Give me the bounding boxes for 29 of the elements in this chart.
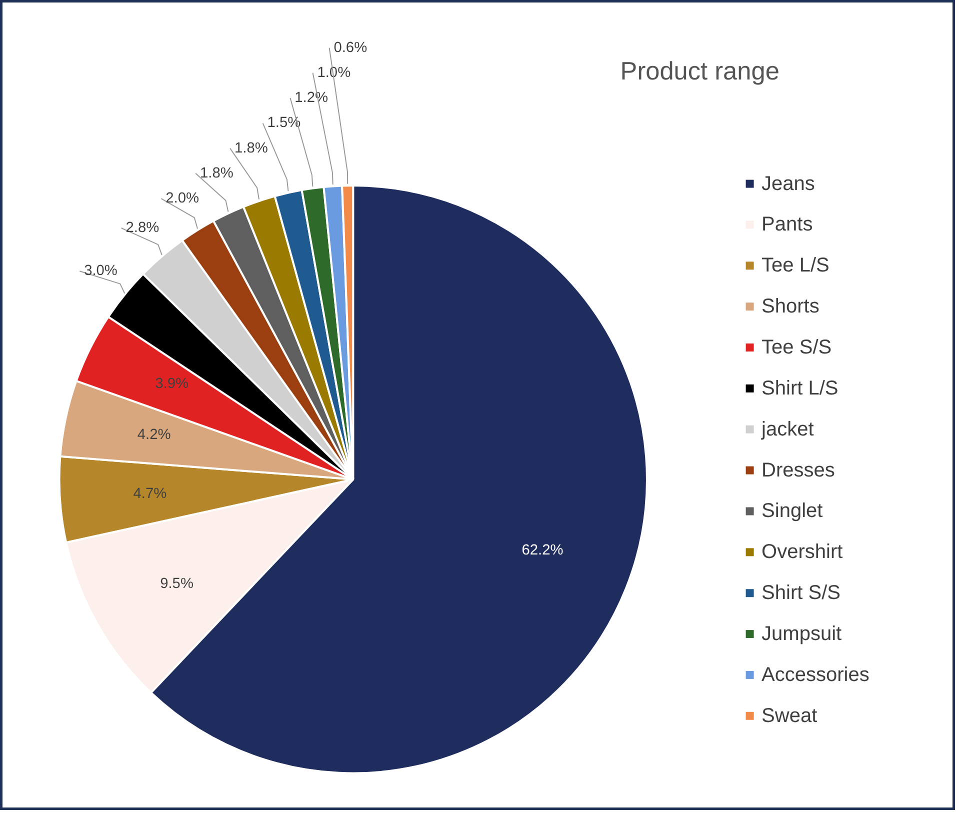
legend-label: Shorts xyxy=(762,296,820,318)
legend-label: jacket xyxy=(760,418,814,440)
data-label: 62.2% xyxy=(522,542,564,559)
data-label: 3.0% xyxy=(84,263,118,280)
legend-label: Singlet xyxy=(762,500,824,522)
data-label: 4.7% xyxy=(133,486,167,502)
legend-label: Shirt S/S xyxy=(762,582,840,604)
data-label: 1.2% xyxy=(294,90,328,106)
legend-label: Dresses xyxy=(762,459,835,482)
legend-label: Accessories xyxy=(762,664,870,686)
legend-label: Tee L/S xyxy=(762,254,830,277)
legend-label: Sweat xyxy=(762,704,818,727)
legend-label: Shirt L/S xyxy=(762,377,838,400)
data-label: 1.0% xyxy=(317,64,351,81)
data-label: 0.6% xyxy=(334,40,368,56)
data-label: 1.8% xyxy=(200,165,234,182)
legend-label: Pants xyxy=(762,214,813,236)
data-label: 3.9% xyxy=(155,376,189,392)
data-label: 4.2% xyxy=(137,427,171,444)
text: Product range xyxy=(620,57,780,86)
data-label: 1.8% xyxy=(234,140,268,156)
data-label: 1.5% xyxy=(267,115,301,132)
legend-label: Jumpsuit xyxy=(762,623,842,646)
data-label: 2.8% xyxy=(126,220,160,236)
legend-label: Overshirt xyxy=(762,541,844,564)
legend-label: Jeans xyxy=(762,172,815,195)
legend-label: Tee S/S xyxy=(762,336,832,359)
data-label: 9.5% xyxy=(160,576,194,592)
data-label: 2.0% xyxy=(166,190,200,207)
